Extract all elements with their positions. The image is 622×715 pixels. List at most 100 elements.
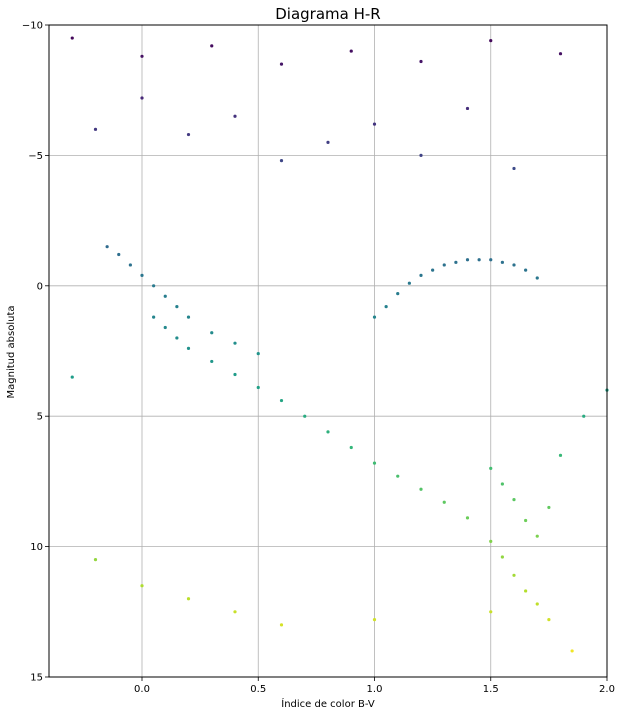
star-point xyxy=(396,292,400,296)
star-point xyxy=(303,414,307,418)
star-point xyxy=(70,375,74,379)
star-point xyxy=(372,618,377,622)
star-point xyxy=(512,263,516,267)
star-point xyxy=(349,49,353,53)
star-point xyxy=(500,482,504,486)
star-point xyxy=(512,166,516,171)
star-point xyxy=(233,372,237,377)
star-point xyxy=(186,346,191,350)
star-point xyxy=(419,273,423,277)
star-point xyxy=(512,573,516,577)
star-point xyxy=(547,505,551,510)
star-point xyxy=(535,602,539,606)
x-axis-ticks: 0.0 0.5 1.0 1.5 2.0 xyxy=(134,677,615,695)
star-point xyxy=(105,245,109,249)
star-point xyxy=(140,96,144,100)
star-point xyxy=(326,140,330,144)
y-tick-label: 10 xyxy=(30,542,43,553)
star-point xyxy=(140,54,144,58)
star-point xyxy=(454,260,458,264)
star-point xyxy=(372,315,377,319)
star-point xyxy=(140,584,144,588)
star-point xyxy=(465,516,470,520)
x-tick-label: 0.0 xyxy=(134,684,150,695)
star-point xyxy=(419,487,423,491)
star-point xyxy=(535,534,539,538)
star-point xyxy=(477,258,481,262)
chart-title: Diagrama H-R xyxy=(275,5,380,23)
star-point xyxy=(524,518,528,523)
star-point xyxy=(582,414,586,418)
star-point xyxy=(279,623,284,627)
star-point xyxy=(186,132,191,137)
star-point xyxy=(186,315,191,319)
star-point xyxy=(326,430,330,434)
star-point xyxy=(500,260,504,264)
star-point xyxy=(419,59,423,64)
x-tick-label: 2.0 xyxy=(599,684,615,695)
plot-frame xyxy=(48,24,608,678)
star-point xyxy=(140,273,144,277)
star-point xyxy=(431,268,435,272)
star-point xyxy=(558,52,563,56)
star-point xyxy=(407,281,411,285)
x-tick-label: 1.5 xyxy=(483,684,499,695)
x-axis-label: Índice de color B-V xyxy=(281,697,375,710)
star-point xyxy=(547,618,551,622)
star-point xyxy=(465,258,470,262)
scatter-points xyxy=(70,36,609,653)
star-point xyxy=(570,649,574,653)
y-tick-label: 0 xyxy=(37,281,43,292)
star-point xyxy=(489,610,493,614)
star-point xyxy=(419,153,423,157)
star-point xyxy=(117,252,121,257)
star-point xyxy=(489,39,493,43)
star-point xyxy=(558,453,563,457)
star-point xyxy=(175,336,179,340)
y-tick-label: −10 xyxy=(22,21,43,32)
y-tick-label: 15 xyxy=(30,673,43,684)
star-point xyxy=(233,114,237,118)
star-point xyxy=(465,106,470,111)
star-point xyxy=(210,44,214,48)
x-tick-label: 0.5 xyxy=(250,684,266,695)
y-tick-label: 5 xyxy=(37,412,43,423)
star-point xyxy=(524,589,528,593)
star-point xyxy=(279,159,284,163)
star-point xyxy=(93,558,98,562)
star-point xyxy=(279,62,284,66)
star-point xyxy=(152,315,156,319)
star-point xyxy=(512,498,516,502)
star-point xyxy=(256,352,260,356)
star-point xyxy=(128,263,132,267)
y-axis-label: Magnitud absoluta xyxy=(6,306,17,399)
x-tick-label: 1.0 xyxy=(367,684,383,695)
star-point xyxy=(233,341,237,345)
star-point xyxy=(524,268,528,272)
star-point xyxy=(396,474,400,478)
star-point xyxy=(489,466,493,470)
star-point xyxy=(93,127,98,131)
star-point xyxy=(70,36,74,40)
y-axis-ticks: −10 −5 0 5 10 15 xyxy=(22,21,49,684)
star-point xyxy=(489,539,493,543)
star-point xyxy=(163,294,167,298)
star-point xyxy=(372,122,377,126)
star-point xyxy=(535,276,539,280)
star-point xyxy=(349,445,353,450)
star-point xyxy=(186,597,191,601)
star-point xyxy=(489,258,493,262)
star-point xyxy=(233,610,237,614)
star-point xyxy=(442,500,446,504)
star-point xyxy=(372,461,377,465)
star-point xyxy=(442,263,446,267)
star-point xyxy=(500,555,504,559)
y-tick-label: −5 xyxy=(28,151,43,162)
star-point xyxy=(384,305,388,309)
star-point xyxy=(175,305,179,309)
star-point xyxy=(163,325,167,330)
star-point xyxy=(279,398,284,403)
star-point xyxy=(210,331,214,335)
